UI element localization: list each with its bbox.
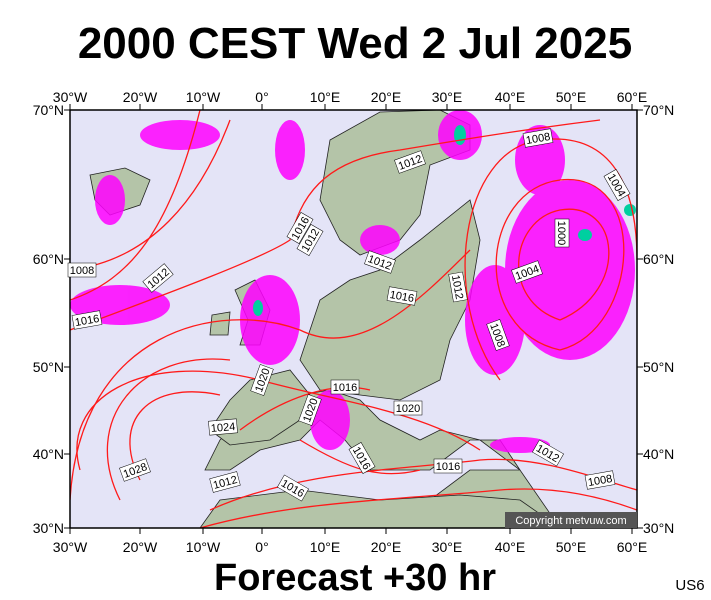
latitude-label: 30°N xyxy=(33,520,64,536)
longitude-label: 10°W xyxy=(186,89,221,105)
latitude-label: 60°N xyxy=(643,251,674,267)
isobar-label-box xyxy=(250,364,274,396)
longitude-label: 30°E xyxy=(432,539,463,555)
longitude-label: 60°E xyxy=(617,539,648,555)
isobar-label: 1012 xyxy=(448,271,468,303)
isobar-label: 1000 xyxy=(554,218,570,248)
longitude-label: 50°E xyxy=(556,539,587,555)
isobar-label-box xyxy=(554,218,570,248)
longitude-label: 10°W xyxy=(186,539,221,555)
latitude-label: 50°N xyxy=(33,359,64,375)
isobar-value: 1020 xyxy=(396,403,420,415)
isobar-label-box xyxy=(584,470,616,490)
isobar-label-box xyxy=(67,262,97,278)
longitude-label: 10°E xyxy=(310,539,341,555)
isobar-label-box xyxy=(394,150,426,174)
isobar-label-box xyxy=(386,286,418,306)
isobar-label: 1012 xyxy=(209,471,241,493)
model-label: US6 xyxy=(675,577,704,594)
isobar-label-box xyxy=(119,458,151,482)
isobar-value: 1016 xyxy=(436,461,460,473)
longitude-label: 20°W xyxy=(123,89,158,105)
isobar-label: 1016 xyxy=(433,458,463,474)
isobar-label-box xyxy=(348,442,376,474)
isobar-label: 1024 xyxy=(208,418,238,436)
isobar-value: 1000 xyxy=(555,221,567,245)
isobar-value: 1008 xyxy=(525,131,551,147)
isobar-value: 1016 xyxy=(389,289,415,305)
longitude-label: 20°E xyxy=(371,539,402,555)
isobar-label: 1016 xyxy=(71,310,103,330)
latitude-label: 70°N xyxy=(643,102,674,118)
isobar-label: 1016 xyxy=(386,286,418,306)
isobar-label-box xyxy=(433,458,463,474)
copyright-box xyxy=(505,512,637,528)
title: 2000 CEST Wed 2 Jul 2025 xyxy=(78,19,632,68)
isobar-value: 1008 xyxy=(70,265,94,277)
isobar-label-box xyxy=(393,400,423,416)
isobar-label: 1020 xyxy=(393,400,423,416)
map-frame xyxy=(69,109,638,529)
isobar-label-box xyxy=(532,439,564,467)
isobar-label: 1008 xyxy=(67,262,97,278)
isobar-label-box xyxy=(209,471,241,493)
isobar-label-box xyxy=(448,271,468,303)
latitude-label: 50°N xyxy=(643,359,674,375)
isobars xyxy=(70,110,637,528)
isobar-value: 1024 xyxy=(210,421,235,435)
isobar-label-box xyxy=(71,310,103,330)
isobar-label-box xyxy=(486,319,510,351)
latitude-label: 60°N xyxy=(33,251,64,267)
isobar-label: 1008 xyxy=(584,470,616,490)
longitude-label: 0° xyxy=(255,89,268,105)
isobar-label-box xyxy=(364,250,396,274)
isobar-label-box xyxy=(603,169,631,201)
longitude-label: 30°W xyxy=(53,89,88,105)
isobar-label: 1016 xyxy=(330,379,360,395)
heavy-precipitation xyxy=(253,125,636,316)
isobar-value: 1008 xyxy=(587,473,613,489)
copyright: Copyright metvuw.com xyxy=(515,515,626,527)
map-area xyxy=(70,110,637,528)
isobar-label-box xyxy=(142,263,174,293)
longitude-label: 30°W xyxy=(53,539,88,555)
longitude-label: 0° xyxy=(255,539,268,555)
isobar-label: 1008 xyxy=(522,128,554,148)
isobar-label-box xyxy=(208,418,238,436)
isobar-value: 1012 xyxy=(449,274,465,300)
isobar-label-box xyxy=(511,260,543,284)
isobar-label-box xyxy=(296,224,324,256)
longitude-label: 10°E xyxy=(310,89,341,105)
longitude-label: 40°E xyxy=(495,539,526,555)
latitude-label: 40°N xyxy=(33,446,64,462)
latitude-label: 30°N xyxy=(643,520,674,536)
longitude-label: 20°W xyxy=(123,539,158,555)
longitude-label: 20°E xyxy=(371,89,402,105)
latitude-label: 70°N xyxy=(33,102,64,118)
isobar-value: 1016 xyxy=(74,313,100,329)
isobar-label-box xyxy=(286,212,314,244)
isobar-label-box xyxy=(522,128,554,148)
isobar-value: 1016 xyxy=(333,382,357,394)
longitude-label: 50°E xyxy=(556,89,587,105)
longitude-label: 30°E xyxy=(432,89,463,105)
latitude-label: 40°N xyxy=(643,446,674,462)
isobar-label-box xyxy=(298,394,322,426)
longitude-label: 40°E xyxy=(495,89,526,105)
isobar-label-box xyxy=(277,474,309,502)
isobar-label-box xyxy=(330,379,360,395)
footer: Forecast +30 hr xyxy=(214,557,496,599)
longitude-label: 60°E xyxy=(617,89,648,105)
